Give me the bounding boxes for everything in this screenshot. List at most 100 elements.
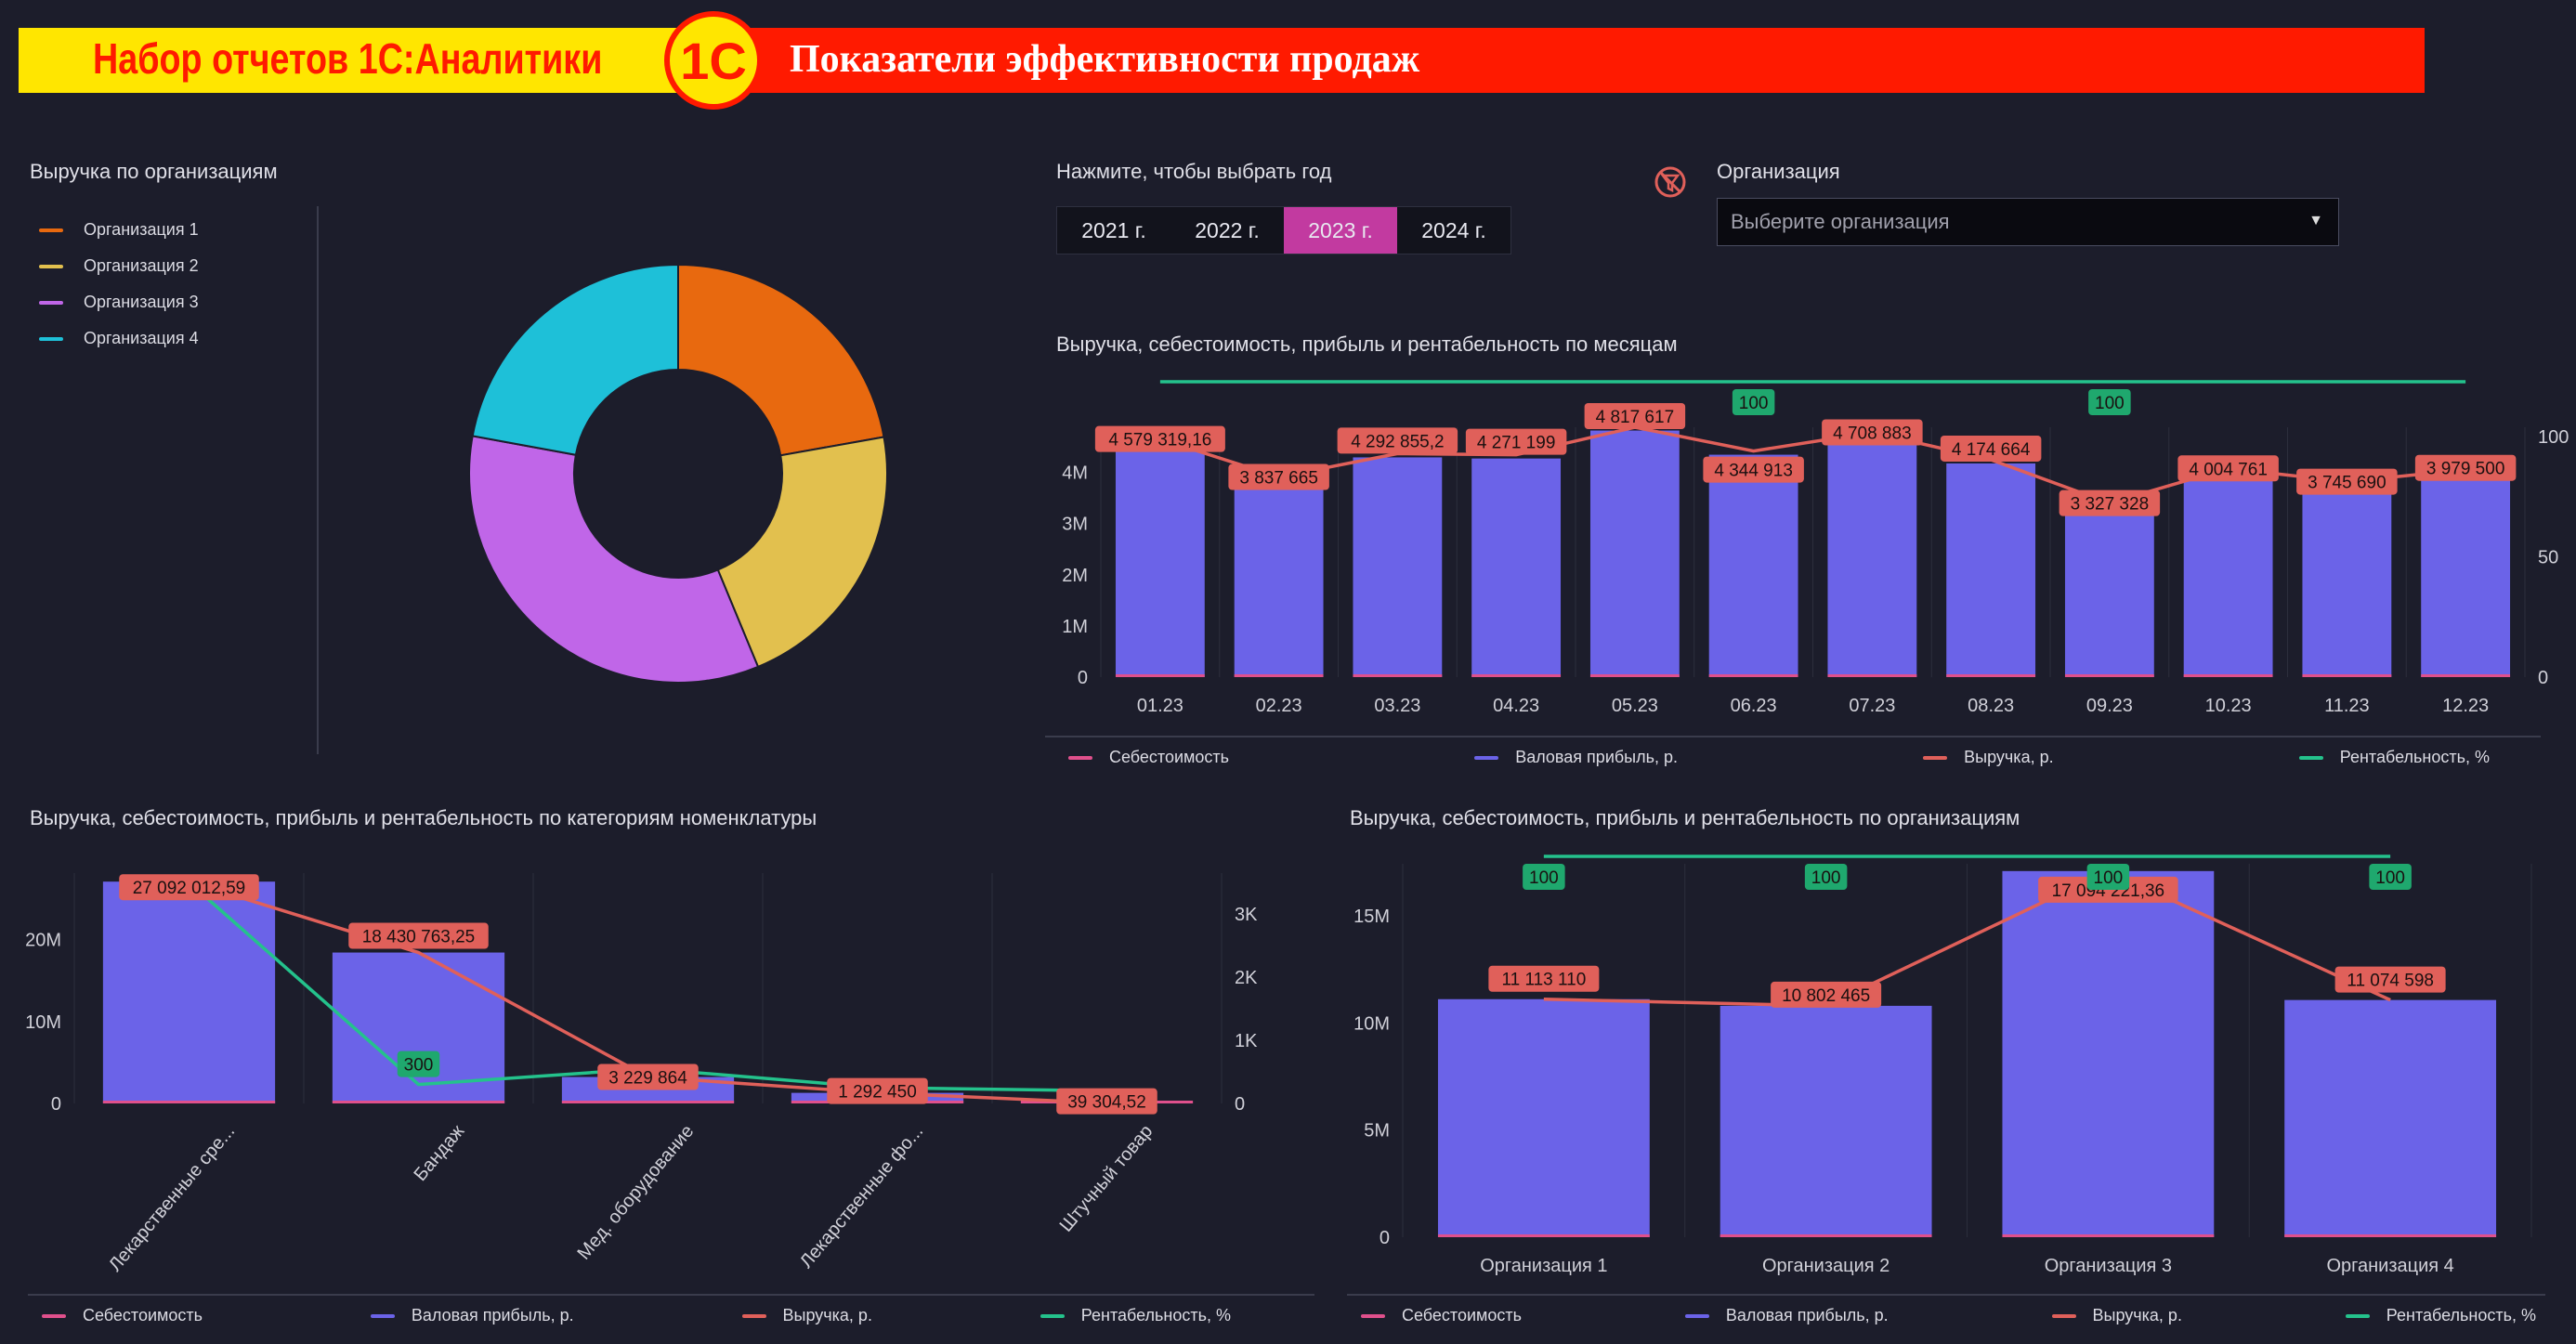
revenue-data-label-text: 17 094 221,36 [2052,881,2165,901]
year-button-2023[interactable]: 2023 г. [1284,207,1397,254]
margin-data-label-text: 300 [404,1056,434,1076]
y-tick-label: 10M [1353,1013,1390,1034]
revenue-data-label-text: 4 344 913 [1714,462,1793,481]
margin-data-label: 100 [1732,389,1775,415]
year-button-2022[interactable]: 2022 г. [1195,217,1260,242]
revenue-data-label-bg [119,874,259,901]
legend-item-margin[interactable]: Рентабельность, % [2298,748,2490,767]
y-tick-label: 4M [1062,463,1088,484]
legend-item-org1[interactable]: Организация 1 [39,212,199,248]
legend-item-cost[interactable]: Себестоимость [42,1306,203,1325]
revenue-data-label-bg [2334,966,2446,993]
x-tick-label: 06.23 [1731,696,1777,716]
categories-legend-divider [28,1294,1314,1296]
orgs-legend: Себестоимость Валовая прибыль, р. Выручк… [1361,1306,2536,1325]
orgs-combo-chart[interactable]: 0 5M 10M 15M Организация 1 Организация 2 Орган… [1328,836,2576,1282]
margin-data-label-bg [1804,864,1848,890]
revenue-data-label: 3 745 690 [2296,468,2398,495]
revenue-data-label: 11 113 110 [1488,965,1600,992]
x-tick-label: Штучный товар [1056,1121,1157,1236]
cost-bar [1708,674,1798,677]
legend-swatch [1684,1313,1709,1318]
legend-label: Организация 1 [84,220,199,239]
categories-chart-title: Выручка, себестоимость, прибыль и рентаб… [30,806,817,829]
revenue-data-label: 4 344 913 [1703,456,1804,483]
x-tick-label: Мед. оборудование [574,1121,699,1264]
revenue-data-label-text: 4 004 761 [2189,460,2268,479]
x-tick-label: 04.23 [1493,696,1539,716]
legend-swatch [39,228,63,232]
revenue-data-label: 27 092 012,59 [119,874,259,901]
revenue-donut-chart[interactable] [446,241,910,706]
x-tick-label: 11.23 [2324,696,2370,716]
revenue-data-label-text: 10 802 465 [1782,986,1870,1006]
y-tick-label: 0 [1380,1228,1390,1248]
legend-swatch [741,1313,766,1318]
cost-bar [2302,674,2392,677]
margin-data-label: 100 [1523,864,1565,890]
legend-item-gross-profit[interactable]: Валовая прибыль, р. [1474,748,1678,767]
legend-swatch [2051,1313,2076,1318]
legend-item-org2[interactable]: Организация 2 [39,248,199,284]
org-select[interactable]: Выберите организация ▼ [1717,198,2339,246]
legend-item-margin[interactable]: Рентабельность, % [1040,1306,1231,1325]
revenue-data-label-text: 3 327 328 [2071,495,2150,515]
cost-bar [1437,1234,1650,1237]
legend-label: Рентабельность, % [2339,748,2490,766]
legend-item-revenue[interactable]: Выручка, р. [1923,748,2054,767]
y-tick-label: 3M [1062,515,1088,535]
legend-swatch [2345,1313,2370,1318]
legend-item-revenue[interactable]: Выручка, р. [741,1306,872,1325]
chevron-down-icon: ▼ [2308,213,2323,228]
profit-bar [1471,458,1562,677]
revenue-data-label-bg [1465,428,1567,455]
donut-title: Выручка по организациям [30,160,278,183]
revenue-data-label-text: 4 579 319,16 [1108,431,1211,450]
legend-item-cost[interactable]: Себестоимость [1361,1306,1522,1325]
year-button-2024[interactable]: 2024 г. [1421,217,1486,242]
legend-item-org3[interactable]: Организация 3 [39,284,199,320]
cost-bar [1827,674,1917,677]
legend-swatch [1361,1313,1385,1318]
revenue-data-label: 4 271 199 [1465,428,1567,455]
categories-legend: Себестоимость Валовая прибыль, р. Выручк… [42,1306,1231,1325]
margin-data-label-bg [2086,864,2130,890]
x-tick-label: 05.23 [1612,696,1658,716]
monthly-legend: Себестоимость Валовая прибыль, р. Выручк… [1068,748,2490,767]
revenue-data-label-bg [1228,463,1329,490]
revenue-data-label-text: 3 229 864 [608,1069,687,1089]
profit-bar [2284,999,2497,1237]
donut-slice-1 [677,263,885,457]
legend-label: Себестоимость [83,1306,203,1324]
legend-item-gross-profit[interactable]: Валовая прибыль, р. [370,1306,574,1325]
legend-item-revenue[interactable]: Выручка, р. [2051,1306,2182,1325]
cost-bar [2421,674,2511,677]
categories-combo-chart[interactable]: 0 10M 20M 0 1K 2K 3K Лекарственные сре... Бандаж… [0,836,1319,1282]
legend-swatch [2298,755,2323,760]
legend-swatch [1040,1313,1065,1318]
year-button-2021[interactable]: 2021 г. [1081,217,1146,242]
revenue-data-label-text: 3 745 690 [2308,474,2386,493]
revenue-data-label-bg [348,922,489,949]
monthly-combo-chart[interactable]: 0 1M 2M 3M 4M 0 50 100 01.23 02.23 03.23 04.23 05.23… [1040,362,2576,752]
legend-item-gross-profit[interactable]: Валовая прибыль, р. [1684,1306,1889,1325]
revenue-data-label-bg [1488,965,1600,992]
revenue-data-label-text: 4 817 617 [1596,408,1675,427]
margin-data-label-bg [2369,864,2412,890]
legend-item-cost[interactable]: Себестоимость [1068,748,1229,767]
x-tick-label: Организация 4 [2326,1256,2453,1276]
x-tick-label: Лекарственные сре... [105,1121,239,1275]
x-tick-label: Организация 2 [1762,1256,1890,1276]
x-tick-label: 01.23 [1137,696,1183,716]
clear-filter-icon[interactable] [1652,163,1689,201]
margin-data-label-text: 100 [2375,868,2405,888]
y2-tick-label: 50 [2538,548,2558,568]
margin-data-label-text: 100 [2094,868,2124,888]
revenue-data-label: 3 327 328 [2059,489,2161,516]
y-tick-label: 20M [25,931,61,951]
legend-item-org4[interactable]: Организация 4 [39,320,199,357]
legend-item-margin[interactable]: Рентабельность, % [2345,1306,2536,1325]
revenue-data-label-text: 3 837 665 [1239,469,1318,489]
y2-tick-label: 0 [2538,668,2548,688]
y2-tick-label: 1K [1235,1031,1258,1051]
